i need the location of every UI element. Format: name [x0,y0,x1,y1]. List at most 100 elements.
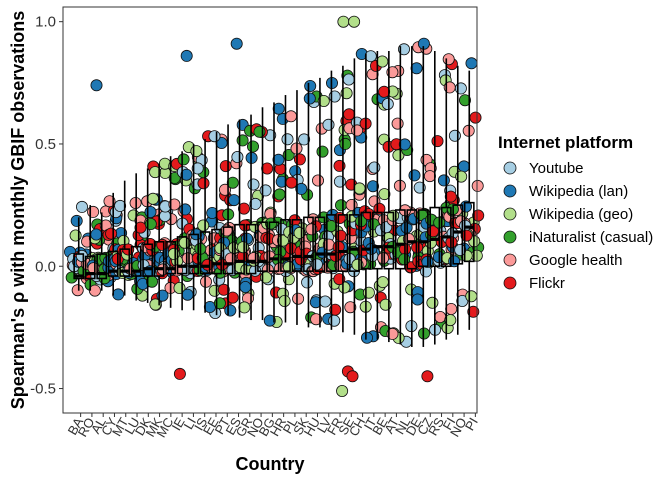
boxplot-it [371,51,383,340]
box [188,233,199,275]
data-point [179,203,192,216]
box [119,248,131,277]
data-point [334,199,347,212]
x-tick-label: PT [212,415,233,437]
boxplot-ba [73,217,85,291]
box [96,253,108,280]
data-point [458,94,471,107]
data-point [103,195,116,208]
boxplot-pl [291,90,303,325]
data-point [445,302,458,315]
y-tick-label: -0.5 [30,381,56,398]
data-point [76,200,89,213]
boxplot-fi [452,65,464,335]
box [383,211,395,270]
boxplot-cz [429,51,441,345]
data-point [442,53,455,66]
boxplot-pt [222,124,234,316]
data-point [408,169,421,182]
data-point [472,209,485,222]
data-point [230,37,243,50]
data-point [203,300,216,313]
data-point [310,258,323,271]
box [165,240,177,275]
data-point [253,125,266,138]
data-point [333,273,346,286]
data-point [337,15,350,28]
boxplot-is [199,139,211,313]
box [107,250,119,277]
boxplot-lv [326,70,337,330]
data-point [293,153,306,166]
boxplot-dk [142,168,154,303]
data-point [391,117,404,130]
box [142,243,154,277]
legend-label: Wikipedia (lan) [529,183,628,200]
box [176,236,188,275]
data-point [272,102,285,115]
data-point [146,192,159,205]
data-point [467,305,480,318]
box [84,255,96,280]
data-point [278,294,291,307]
data-point [437,174,450,187]
boxplot-ie [176,151,188,311]
data-point [114,199,127,212]
box [394,209,406,270]
data-point [305,223,318,236]
boxplot-de [417,46,429,347]
legend: Internet platform Youtube Wikipedia (lan)… [498,133,653,292]
box [452,204,464,265]
data-point [311,174,324,187]
boxplot-at [394,46,406,345]
data-point [90,79,103,92]
data-point [272,153,285,166]
boxplot-cy [107,192,119,296]
box [349,214,360,272]
boxplot-lu [130,173,142,301]
boxplot-no [257,107,268,321]
boxplot-bg [268,102,280,323]
data-point [348,15,361,28]
data-point [342,73,355,86]
legend-label: Flickr [529,275,565,292]
data-point [411,293,424,306]
x-tick-label: LU [121,415,142,437]
data-point [413,181,426,194]
data-point [368,161,381,174]
data-point [168,198,181,211]
box [153,240,165,277]
boxplot-ee [211,131,222,316]
boxplot-ro [84,205,96,291]
legend-key [503,276,517,290]
data-point [284,110,297,123]
boxplot-mt [119,180,131,296]
data-point [322,118,335,131]
data-point [304,80,317,93]
data-point [316,145,329,158]
x-tick-label: AL [88,415,109,436]
data-point [273,188,286,201]
data-point [376,276,389,289]
legend-key [503,253,517,267]
data-point [469,111,482,124]
data-point [423,170,436,183]
box [130,245,142,277]
box [199,231,211,275]
data-point [381,98,394,111]
data-point [336,384,349,397]
boxplot-sk [303,82,314,328]
data-point [167,247,180,260]
box [73,253,85,280]
data-point [465,290,478,303]
box [291,218,303,272]
data-point [459,200,472,213]
data-point [360,331,373,344]
data-point [340,87,353,100]
x-tick-label: NL [392,415,413,437]
data-point [149,166,162,179]
legend-key [503,230,517,244]
data-point [70,214,83,227]
data-point [226,291,239,304]
data-point [71,284,84,297]
